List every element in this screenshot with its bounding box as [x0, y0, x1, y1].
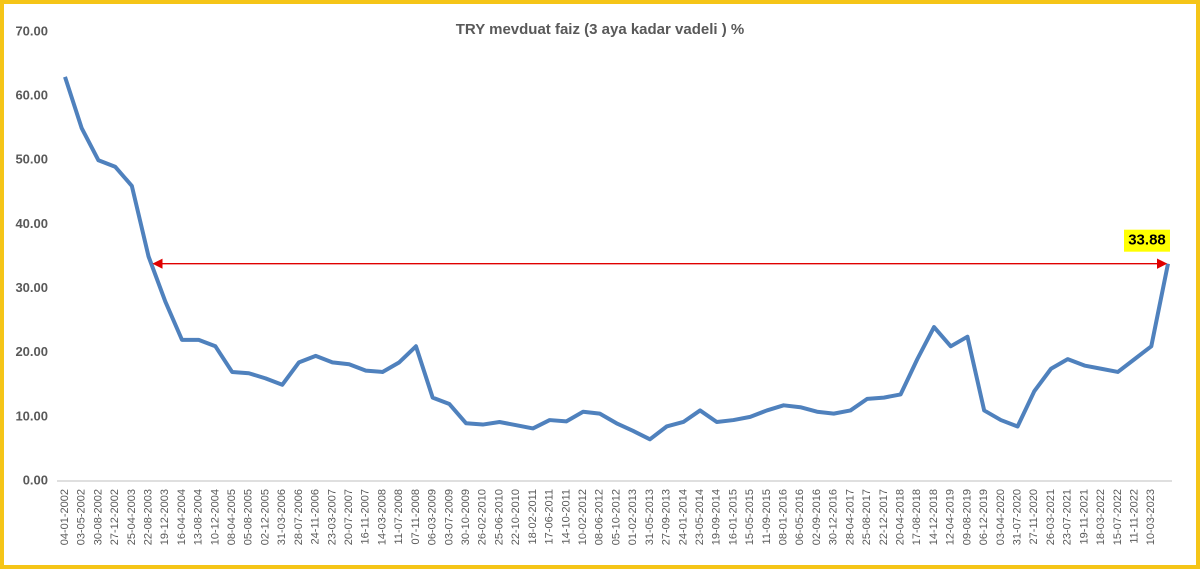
- x-tick-label: 30-08-2002: [92, 489, 104, 545]
- data-label: 33.88: [1128, 232, 1166, 249]
- x-tick-label: 30-10-2009: [460, 489, 472, 545]
- x-tick-label: 18-03-2022: [1095, 489, 1107, 545]
- x-tick-label: 19-12-2003: [159, 489, 171, 545]
- x-tick-label: 04-01-2002: [59, 489, 71, 545]
- x-tick-label: 14-03-2008: [376, 489, 388, 545]
- x-tick-label: 10-02-2012: [577, 489, 589, 545]
- x-tick-label: 17-06-2011: [544, 489, 556, 544]
- x-tick-label: 09-08-2019: [961, 489, 973, 545]
- x-tick-label: 06-12-2019: [978, 489, 990, 545]
- x-tick-label: 28-04-2017: [844, 489, 856, 545]
- x-tick-label: 11-09-2015: [761, 489, 773, 544]
- x-tick-label: 20-04-2018: [895, 489, 907, 545]
- y-tick-label: 50.00: [15, 152, 48, 167]
- x-tick-label: 10-12-2004: [209, 489, 221, 545]
- x-tick-label: 23-07-2021: [1062, 489, 1074, 545]
- y-tick-label: 60.00: [15, 88, 48, 103]
- x-tick-label: 11-07-2008: [393, 489, 405, 544]
- x-tick-label: 16-01-2015: [727, 489, 739, 545]
- x-tick-label: 31-03-2006: [276, 489, 288, 545]
- x-tick-label: 16-04-2004: [176, 489, 188, 545]
- x-tick-label: 22-10-2010: [510, 489, 522, 545]
- x-tick-label: 23-05-2014: [694, 489, 706, 545]
- x-tick-label: 03-07-2009: [443, 489, 455, 545]
- x-tick-label: 13-08-2004: [193, 489, 205, 545]
- x-tick-label: 22-08-2003: [142, 489, 154, 545]
- x-tick-label: 12-04-2019: [945, 489, 957, 545]
- x-tick-label: 23-03-2007: [326, 489, 338, 545]
- x-tick-label: 08-04-2005: [226, 489, 238, 545]
- x-tick-label: 05-10-2012: [610, 489, 622, 545]
- x-tick-label: 30-12-2016: [828, 489, 840, 545]
- x-tick-label: 14-12-2018: [928, 489, 940, 545]
- x-tick-label: 24-01-2014: [677, 489, 689, 545]
- x-tick-label: 07-11-2008: [410, 489, 422, 544]
- y-tick-label: 30.00: [15, 280, 48, 295]
- x-tick-label: 08-01-2016: [778, 489, 790, 545]
- y-tick-label: 20.00: [15, 344, 48, 359]
- x-tick-label: 31-07-2020: [1011, 489, 1023, 545]
- y-tick-label: 10.00: [15, 408, 48, 423]
- x-tick-label: 05-08-2005: [243, 489, 255, 545]
- y-tick-label: 0.00: [23, 472, 48, 487]
- x-tick-label: 25-06-2010: [493, 489, 505, 545]
- x-tick-label: 24-11-2006: [310, 489, 322, 544]
- x-tick-label: 26-02-2010: [477, 489, 489, 545]
- x-tick-label: 31-05-2013: [644, 489, 656, 545]
- y-tick-label: 40.00: [15, 216, 48, 231]
- x-tick-label: 27-09-2013: [661, 489, 673, 545]
- x-tick-label: 19-09-2014: [711, 489, 723, 545]
- x-tick-label: 16-11-2007: [360, 489, 372, 544]
- x-tick-label: 27-11-2020: [1028, 489, 1040, 544]
- x-tick-label: 14-10-2011: [560, 489, 572, 544]
- x-tick-label: 22-12-2017: [878, 489, 890, 545]
- x-tick-label: 03-05-2002: [76, 489, 88, 545]
- y-tick-label: 70.00: [15, 23, 48, 38]
- chart-title: TRY mevduat faiz (3 aya kadar vadeli ) %: [456, 21, 744, 38]
- x-tick-label: 06-03-2009: [427, 489, 439, 545]
- x-tick-label: 11-11-2022: [1128, 489, 1140, 544]
- x-tick-label: 17-08-2018: [911, 489, 923, 545]
- x-tick-label: 08-06-2012: [594, 489, 606, 545]
- x-tick-label: 10-03-2023: [1145, 489, 1157, 545]
- data-label-bg: [1124, 229, 1170, 252]
- x-tick-label: 02-12-2005: [259, 489, 271, 545]
- x-tick-label: 18-02-2011: [527, 489, 539, 544]
- x-tick-label: 25-04-2003: [126, 489, 138, 545]
- x-tick-label: 03-04-2020: [995, 489, 1007, 545]
- x-tick-label: 02-09-2016: [811, 489, 823, 545]
- line: [63, 76, 1170, 442]
- x-tick-label: 06-05-2016: [794, 489, 806, 545]
- x-tick-label: 15-07-2022: [1112, 489, 1124, 545]
- x-tick-label: 19-11-2021: [1078, 489, 1090, 544]
- x-tick-label: 28-07-2006: [293, 489, 305, 545]
- x-tick-label: 15-05-2015: [744, 489, 756, 545]
- x-tick-label: 20-07-2007: [343, 489, 355, 545]
- x-tick-label: 01-02-2013: [627, 489, 639, 545]
- x-tick-label: 25-08-2017: [861, 489, 873, 545]
- x-tick-label: 27-12-2002: [109, 489, 121, 545]
- x-tick-label: 26-03-2021: [1045, 489, 1057, 545]
